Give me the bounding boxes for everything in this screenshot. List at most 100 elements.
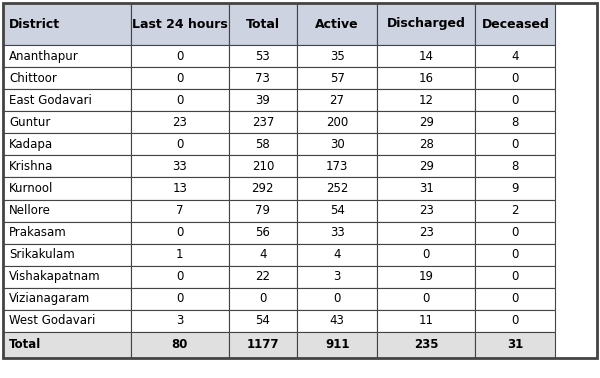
Text: 8: 8 xyxy=(512,160,519,173)
Bar xyxy=(131,67,229,89)
Bar xyxy=(297,67,377,89)
Bar xyxy=(475,133,556,155)
Text: 0: 0 xyxy=(512,226,519,239)
Text: 173: 173 xyxy=(326,160,349,173)
Bar xyxy=(3,222,131,244)
Bar xyxy=(475,155,556,177)
Text: East Godavari: East Godavari xyxy=(9,94,92,107)
Bar xyxy=(131,332,229,358)
Bar xyxy=(377,89,475,111)
Text: 0: 0 xyxy=(176,226,184,239)
Bar xyxy=(475,244,556,266)
Bar xyxy=(3,67,131,89)
Bar xyxy=(297,200,377,222)
Text: 237: 237 xyxy=(251,116,274,129)
Bar xyxy=(131,222,229,244)
Text: 252: 252 xyxy=(326,182,349,195)
Bar xyxy=(229,332,297,358)
Bar xyxy=(377,111,475,133)
Text: 54: 54 xyxy=(329,204,344,217)
Text: 0: 0 xyxy=(512,71,519,85)
Text: 16: 16 xyxy=(419,71,434,85)
Text: 200: 200 xyxy=(326,116,348,129)
Text: 23: 23 xyxy=(172,116,187,129)
Bar xyxy=(475,288,556,310)
Text: Total: Total xyxy=(9,339,41,352)
Text: 58: 58 xyxy=(256,138,270,151)
Text: 0: 0 xyxy=(512,248,519,261)
Bar xyxy=(3,266,131,288)
Bar xyxy=(377,266,475,288)
Text: Total: Total xyxy=(246,17,280,31)
Bar xyxy=(297,133,377,155)
Text: 53: 53 xyxy=(256,50,270,62)
Text: 7: 7 xyxy=(176,204,184,217)
Bar xyxy=(131,310,229,332)
Text: 0: 0 xyxy=(259,293,266,305)
Bar xyxy=(297,155,377,177)
Text: 29: 29 xyxy=(419,116,434,129)
Bar xyxy=(377,133,475,155)
Bar xyxy=(3,3,131,45)
Bar xyxy=(377,177,475,200)
Bar xyxy=(297,288,377,310)
Text: Deceased: Deceased xyxy=(481,17,549,31)
Bar xyxy=(131,133,229,155)
Text: West Godavari: West Godavari xyxy=(9,314,95,327)
Bar xyxy=(229,3,297,45)
Text: 14: 14 xyxy=(419,50,434,62)
Bar xyxy=(229,310,297,332)
Bar xyxy=(297,266,377,288)
Bar xyxy=(131,111,229,133)
Text: 0: 0 xyxy=(176,94,184,107)
Text: 12: 12 xyxy=(419,94,434,107)
Text: 292: 292 xyxy=(251,182,274,195)
Text: 73: 73 xyxy=(256,71,271,85)
Bar xyxy=(229,133,297,155)
Bar xyxy=(475,45,556,67)
Text: 39: 39 xyxy=(256,94,271,107)
Text: 0: 0 xyxy=(176,71,184,85)
Text: Chittoor: Chittoor xyxy=(9,71,57,85)
Text: District: District xyxy=(9,17,60,31)
Bar xyxy=(297,89,377,111)
Bar xyxy=(475,67,556,89)
Bar xyxy=(229,67,297,89)
Text: 23: 23 xyxy=(419,204,434,217)
Bar xyxy=(475,89,556,111)
Text: 2: 2 xyxy=(512,204,519,217)
Text: 29: 29 xyxy=(419,160,434,173)
Text: Kurnool: Kurnool xyxy=(9,182,53,195)
Bar xyxy=(377,244,475,266)
Text: 54: 54 xyxy=(256,314,271,327)
Bar xyxy=(3,89,131,111)
Bar xyxy=(377,200,475,222)
Text: 30: 30 xyxy=(330,138,344,151)
Text: 0: 0 xyxy=(176,293,184,305)
Bar xyxy=(475,310,556,332)
Text: 57: 57 xyxy=(329,71,344,85)
Text: 0: 0 xyxy=(422,248,430,261)
Text: 4: 4 xyxy=(334,248,341,261)
Bar xyxy=(131,288,229,310)
Bar xyxy=(131,266,229,288)
Bar xyxy=(3,177,131,200)
Bar xyxy=(377,310,475,332)
Bar xyxy=(297,222,377,244)
Bar xyxy=(3,133,131,155)
Bar xyxy=(297,244,377,266)
Text: Ananthapur: Ananthapur xyxy=(9,50,79,62)
Bar xyxy=(377,155,475,177)
Bar xyxy=(131,200,229,222)
Text: 56: 56 xyxy=(256,226,271,239)
Text: 79: 79 xyxy=(256,204,271,217)
Bar xyxy=(3,332,131,358)
Text: 0: 0 xyxy=(512,94,519,107)
Text: Discharged: Discharged xyxy=(387,17,466,31)
Text: 0: 0 xyxy=(334,293,341,305)
Text: 3: 3 xyxy=(334,270,341,283)
Text: 4: 4 xyxy=(512,50,519,62)
Bar xyxy=(377,222,475,244)
Bar xyxy=(377,288,475,310)
Text: 0: 0 xyxy=(176,50,184,62)
